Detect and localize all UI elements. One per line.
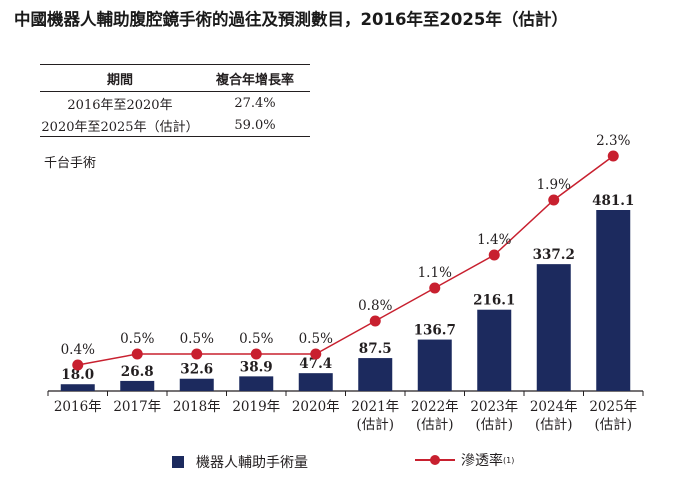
- x-tick-label: (估計): [535, 417, 573, 433]
- bar: [239, 376, 274, 391]
- bar: [417, 339, 452, 391]
- bar-value-label: 18.0: [61, 367, 94, 383]
- penetration-value-label: 0.5%: [120, 331, 154, 347]
- bar: [298, 373, 333, 391]
- penetration-value-label: 0.4%: [61, 342, 95, 358]
- penetration-point: [191, 348, 203, 360]
- bar: [179, 378, 214, 391]
- x-tick-label: 2021年: [351, 399, 399, 415]
- x-tick-label: 2018年: [173, 399, 221, 415]
- penetration-line: [77, 155, 614, 366]
- x-tick-label: 2024年: [530, 399, 578, 415]
- bar: [120, 380, 155, 391]
- legend-penetration: 滲透率 (1): [415, 450, 514, 470]
- cagr-rate: 27.4%: [234, 96, 276, 111]
- legend-volume: 機器人輔助手術量: [172, 452, 308, 472]
- bar-value-label: 38.9: [240, 359, 273, 375]
- penetration-value-label: 0.8%: [358, 298, 392, 314]
- x-tick-label: 2025年: [589, 399, 637, 415]
- penetration-point: [548, 194, 560, 206]
- cagr-header-rate: 複合年增長率: [200, 64, 310, 92]
- cagr-rate: 59.0%: [200, 114, 310, 137]
- bar-value-label: 26.8: [121, 364, 154, 380]
- table-row: 2016年至2020年 27.4%: [40, 92, 310, 115]
- x-tick-label: 2020年: [292, 399, 340, 415]
- penetration-value-label: 2.3%: [596, 133, 630, 149]
- cagr-header-period: 期間: [40, 64, 200, 92]
- bar-value-label: 216.1: [473, 293, 515, 309]
- penetration-point: [131, 348, 143, 360]
- bar-value-label: 136.7: [414, 323, 456, 339]
- penetration-value-label: 0.5%: [180, 331, 214, 347]
- x-tick-label: (估計): [594, 417, 632, 433]
- penetration-value-label: 1.1%: [418, 265, 452, 281]
- cagr-period: 2020年至2025年（估計）: [40, 114, 200, 137]
- bar-value-label: 32.6: [180, 362, 213, 378]
- penetration-value-label: 1.4%: [477, 232, 511, 248]
- penetration-value-label: 0.5%: [299, 331, 333, 347]
- x-tick-label: (估計): [475, 417, 513, 433]
- x-tick-label: 2016年: [54, 399, 102, 415]
- table-row: 2020年至2025年（估計） 59.0%: [40, 114, 310, 137]
- bar-value-label: 337.2: [533, 247, 575, 263]
- bar: [60, 384, 95, 391]
- penetration-point: [488, 249, 500, 261]
- penetration-value-label: 1.9%: [537, 177, 571, 193]
- x-tick-label: 2019年: [232, 399, 280, 415]
- legend-penetration-label: 滲透率: [461, 453, 503, 469]
- penetration-point: [607, 150, 619, 162]
- x-tick-label: (估計): [356, 417, 394, 433]
- legend-volume-label: 機器人輔助手術量: [196, 455, 308, 471]
- chart-title: 中國機器人輔助腹腔鏡手術的過往及預測數目，2016年至2025年（估計）: [14, 10, 568, 29]
- cagr-table: 期間 複合年增長率 2016年至2020年 27.4% 2020年至2025年（…: [40, 64, 310, 137]
- bar: [358, 358, 393, 391]
- bar: [596, 210, 631, 391]
- penetration-value-label: 0.5%: [239, 331, 273, 347]
- legend-footnote: (1): [503, 455, 515, 465]
- bar-value-label: 47.4: [299, 356, 332, 372]
- penetration-point: [310, 348, 322, 360]
- bar-value-label: 87.5: [359, 341, 392, 357]
- bar: [477, 309, 512, 391]
- x-tick-label: 2022年: [411, 399, 459, 415]
- penetration-point: [250, 348, 262, 360]
- cagr-period: 2016年至2020年: [67, 98, 173, 113]
- penetration-point: [429, 282, 441, 294]
- x-tick-label: 2023年: [470, 399, 518, 415]
- bar-value-label: 481.1: [592, 193, 634, 209]
- bar: [536, 264, 571, 391]
- legend-line-swatch: [415, 453, 455, 467]
- penetration-point: [72, 359, 84, 371]
- x-tick-label: (估計): [416, 417, 454, 433]
- penetration-point: [369, 315, 381, 327]
- unit-label: 千台手術: [44, 156, 97, 171]
- x-tick-label: 2017年: [113, 399, 161, 415]
- legend-bar-swatch: [172, 456, 184, 468]
